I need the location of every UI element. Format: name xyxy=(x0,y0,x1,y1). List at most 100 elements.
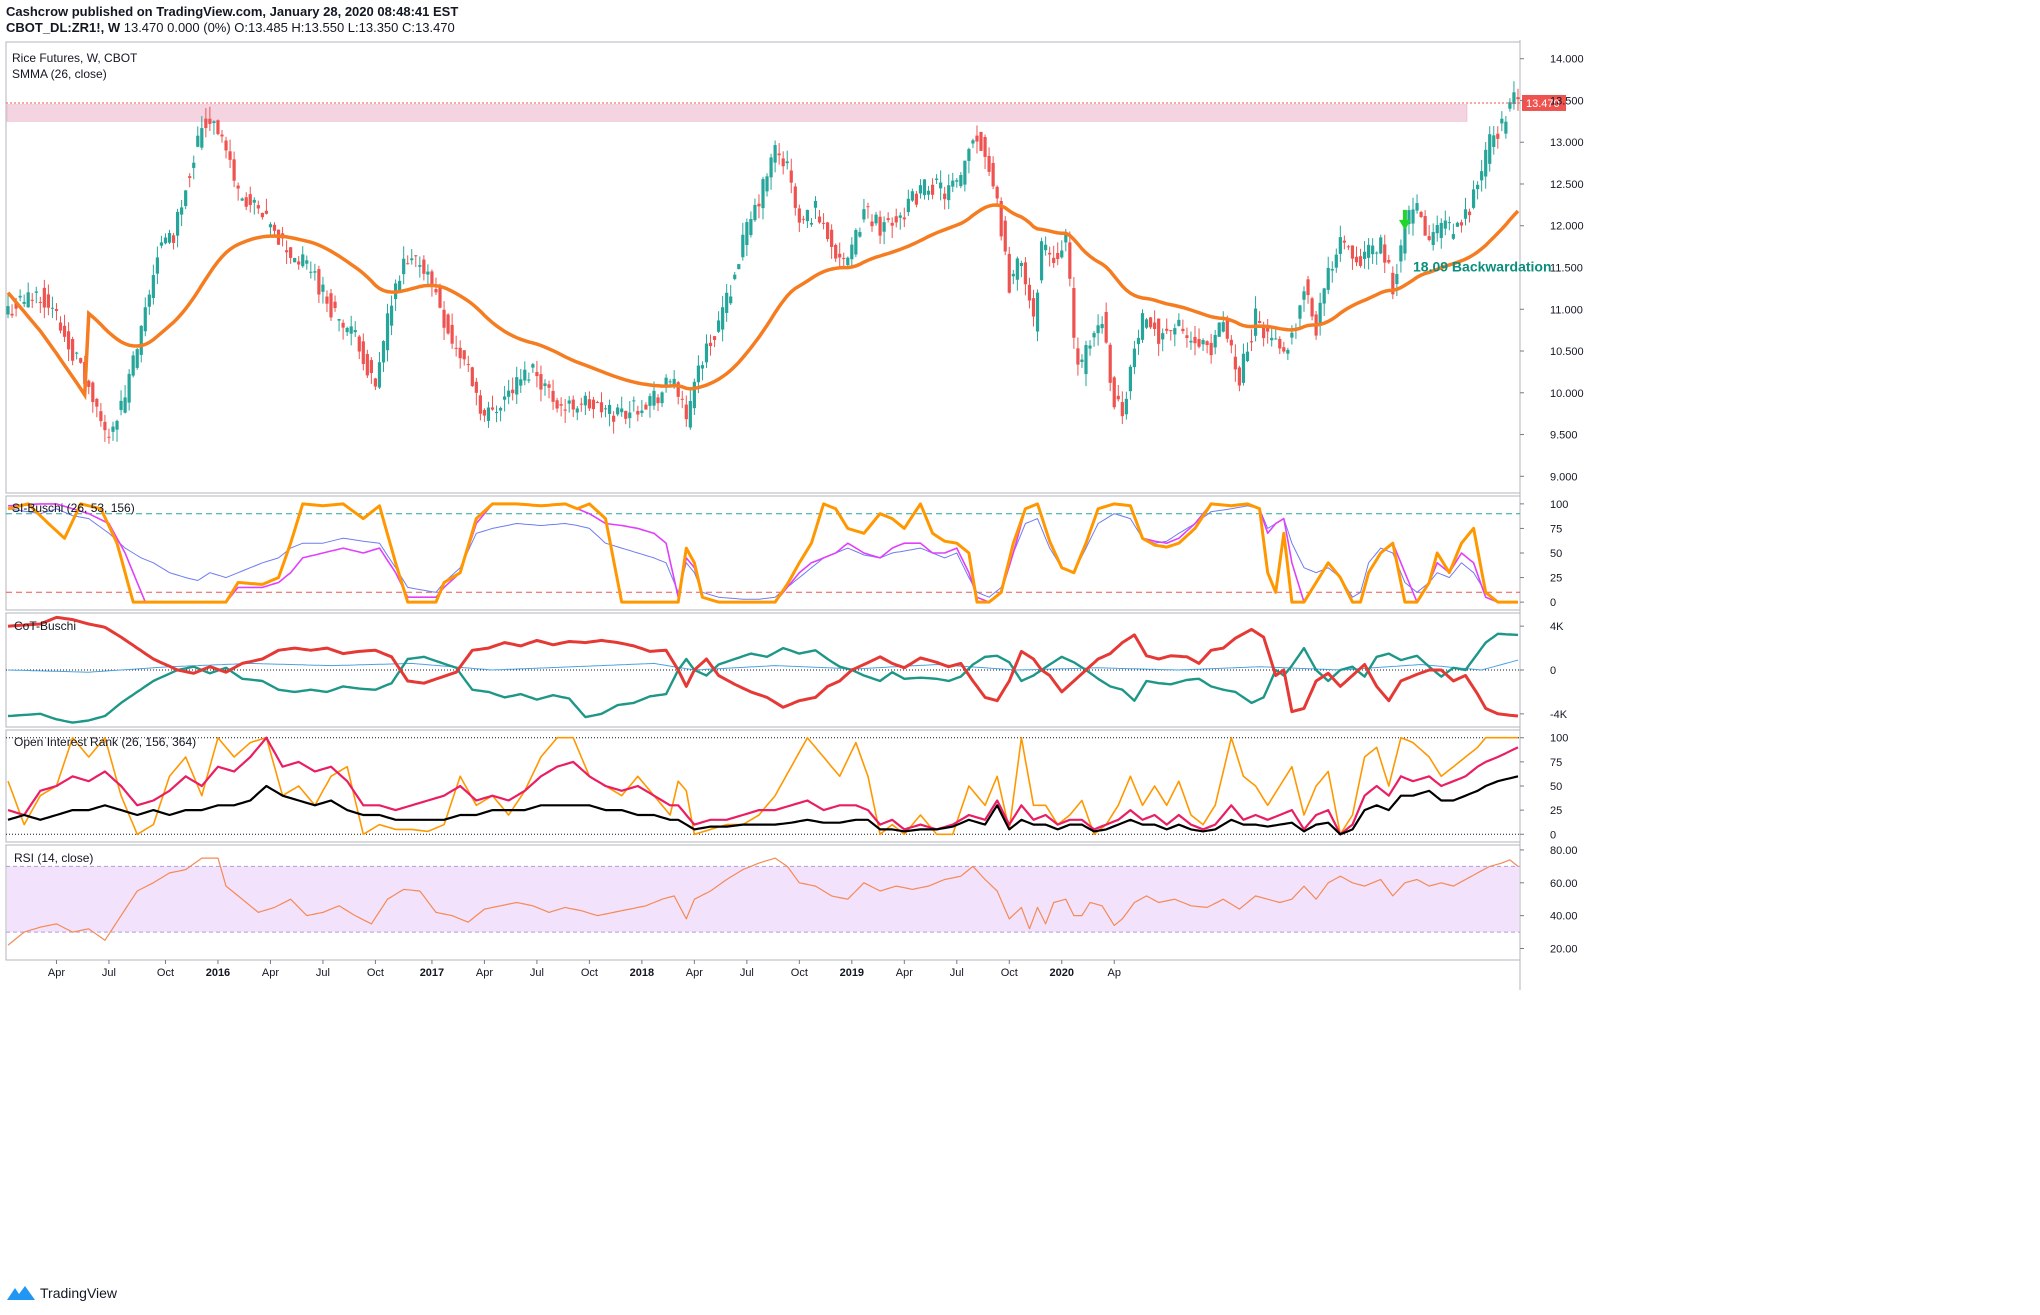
candle[interactable] xyxy=(180,207,184,215)
candle[interactable] xyxy=(1480,171,1484,181)
candle[interactable] xyxy=(753,204,757,221)
candle[interactable] xyxy=(813,200,818,208)
candle[interactable] xyxy=(507,390,511,397)
candle[interactable] xyxy=(805,209,810,222)
candle[interactable] xyxy=(785,161,789,164)
candle[interactable] xyxy=(1455,222,1460,227)
candle[interactable] xyxy=(1241,353,1246,383)
candle[interactable] xyxy=(264,210,269,214)
candle[interactable] xyxy=(398,280,402,292)
candle[interactable] xyxy=(188,176,192,178)
candle[interactable] xyxy=(79,358,83,363)
candle[interactable] xyxy=(200,128,204,148)
candle[interactable] xyxy=(1060,250,1064,258)
candle[interactable] xyxy=(547,384,551,388)
candle[interactable] xyxy=(1108,344,1112,383)
candle[interactable] xyxy=(1427,236,1431,240)
candle[interactable] xyxy=(1423,216,1427,236)
candle[interactable] xyxy=(373,378,378,387)
candle[interactable] xyxy=(1399,245,1403,262)
candle[interactable] xyxy=(494,411,499,413)
candle[interactable] xyxy=(1249,341,1254,343)
candle[interactable] xyxy=(289,247,293,258)
candle[interactable] xyxy=(71,339,75,361)
candle[interactable] xyxy=(700,365,705,369)
candle[interactable] xyxy=(902,217,906,220)
candle[interactable] xyxy=(470,367,474,387)
candle[interactable] xyxy=(46,294,50,308)
candle[interactable] xyxy=(1007,253,1011,293)
candle[interactable] xyxy=(539,374,543,390)
candle[interactable] xyxy=(293,258,297,263)
candle[interactable] xyxy=(551,390,555,402)
candle[interactable] xyxy=(850,244,854,260)
candle[interactable] xyxy=(858,232,862,237)
candle[interactable] xyxy=(1088,345,1092,349)
candle[interactable] xyxy=(1116,395,1120,400)
candle[interactable] xyxy=(1362,251,1367,259)
candle[interactable] xyxy=(1205,341,1209,346)
candle[interactable] xyxy=(1048,252,1052,255)
candle[interactable] xyxy=(971,140,975,144)
candle[interactable] xyxy=(313,271,317,273)
candle[interactable] xyxy=(1451,234,1455,239)
candle[interactable] xyxy=(1262,325,1266,339)
candle[interactable] xyxy=(789,170,793,183)
candle[interactable] xyxy=(503,396,507,400)
candle[interactable] xyxy=(991,162,995,187)
candle[interactable] xyxy=(890,222,894,226)
candle[interactable] xyxy=(987,155,991,172)
candle[interactable] xyxy=(220,134,224,137)
candle[interactable] xyxy=(696,365,701,383)
candle[interactable] xyxy=(652,390,656,406)
candle[interactable] xyxy=(232,159,236,181)
candle[interactable] xyxy=(854,230,858,255)
candle[interactable] xyxy=(555,400,559,409)
candle[interactable] xyxy=(801,218,805,220)
candle[interactable] xyxy=(910,191,914,201)
candle[interactable] xyxy=(737,264,741,270)
candle[interactable] xyxy=(66,331,71,350)
candle[interactable] xyxy=(1516,97,1520,100)
candle[interactable] xyxy=(632,400,636,402)
candle[interactable] xyxy=(1035,292,1040,332)
candle[interactable] xyxy=(107,436,111,438)
candle[interactable] xyxy=(1492,135,1496,147)
candle[interactable] xyxy=(87,380,91,387)
candle[interactable] xyxy=(878,216,882,236)
candle[interactable] xyxy=(418,265,422,267)
candle[interactable] xyxy=(648,396,652,406)
candle[interactable] xyxy=(1278,338,1282,349)
candle[interactable] xyxy=(91,382,95,403)
candle[interactable] xyxy=(983,136,987,157)
candle[interactable] xyxy=(1023,262,1028,285)
candle[interactable] xyxy=(256,205,260,209)
candle[interactable] xyxy=(1431,232,1435,246)
candle[interactable] xyxy=(10,313,14,316)
candle[interactable] xyxy=(1435,225,1439,234)
candle[interactable] xyxy=(676,382,680,397)
candle[interactable] xyxy=(821,222,826,224)
candle[interactable] xyxy=(1003,220,1007,252)
candle[interactable] xyxy=(458,347,462,359)
candle[interactable] xyxy=(62,325,67,337)
candle[interactable] xyxy=(688,400,692,428)
candle[interactable] xyxy=(668,381,672,383)
candle[interactable] xyxy=(1375,252,1379,254)
candle[interactable] xyxy=(1015,258,1019,280)
candle[interactable] xyxy=(1322,288,1326,304)
candle[interactable] xyxy=(139,325,143,355)
candle[interactable] xyxy=(830,229,834,247)
candle[interactable] xyxy=(628,412,632,419)
candle[interactable] xyxy=(111,426,115,432)
candle[interactable] xyxy=(414,255,418,257)
candle[interactable] xyxy=(1084,345,1088,375)
candle[interactable] xyxy=(1334,254,1338,268)
candle[interactable] xyxy=(1096,325,1100,334)
candle[interactable] xyxy=(1120,402,1124,417)
candle[interactable] xyxy=(26,292,30,308)
candle[interactable] xyxy=(1165,328,1169,331)
candle[interactable] xyxy=(684,404,688,420)
candle[interactable] xyxy=(817,216,822,223)
candle[interactable] xyxy=(511,389,515,394)
